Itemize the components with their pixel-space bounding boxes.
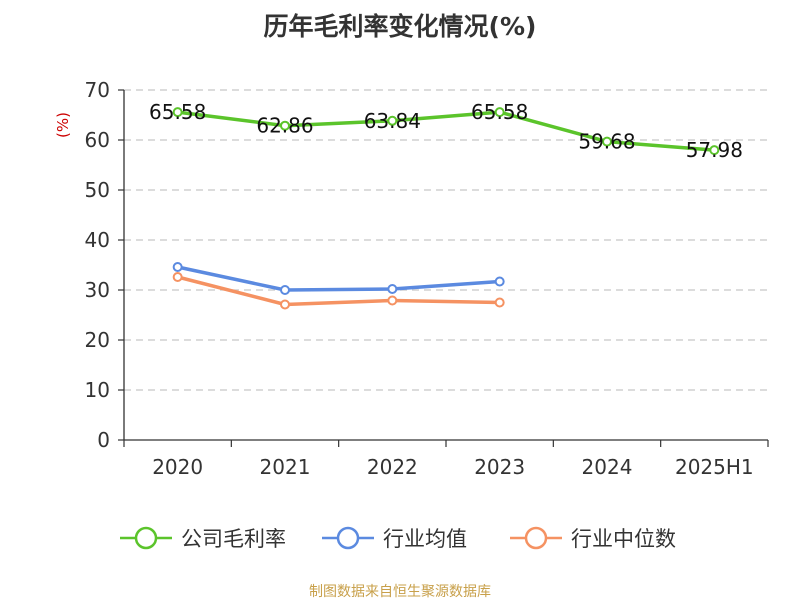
- legend-label: 行业均值: [383, 527, 467, 551]
- legend-item-1[interactable]: 公司毛利率: [120, 526, 286, 551]
- data-point-marker: [172, 272, 183, 282]
- y-tick-label: 20: [85, 328, 110, 352]
- x-tick-label: 2020: [152, 455, 203, 479]
- data-label: 62.86: [256, 114, 313, 138]
- data-label: 65.58: [149, 100, 206, 124]
- data-point-marker: [387, 115, 398, 126]
- y-tick-label: 70: [85, 78, 110, 102]
- axes: 0 10 20 30 40 50 60 70 2020 2021 2022 2023 2024 2025H…: [85, 78, 769, 479]
- legend-marker: [524, 526, 548, 550]
- series-line-2: [175, 265, 502, 292]
- x-tick-label: 2023: [474, 455, 525, 479]
- chart-title: 历年毛利率变化情况(%): [264, 12, 537, 41]
- data-point-marker: [280, 299, 290, 310]
- data-label: 65.58: [471, 100, 528, 124]
- x-tick-label: 2025H1: [675, 455, 754, 479]
- y-axis-unit-label: (%): [54, 112, 72, 138]
- y-tick-label: 60: [85, 128, 110, 152]
- data-point-marker: [387, 284, 398, 294]
- y-tick-label: 40: [85, 228, 110, 252]
- data-point-marker: [280, 285, 290, 295]
- legend-item-2[interactable]: 行业均值: [322, 526, 467, 551]
- y-tick-label: 10: [85, 378, 110, 402]
- x-tick-label: 2021: [260, 455, 311, 479]
- data-point-marker: [172, 262, 183, 272]
- series-line-1: [175, 110, 717, 152]
- data-point-marker: [280, 120, 290, 131]
- data-label: 63.84: [364, 109, 421, 133]
- data-point-marker: [709, 145, 720, 156]
- legend-label: 公司毛利率: [181, 527, 286, 551]
- x-tick-label: 2024: [582, 455, 633, 479]
- data-point-marker: [494, 297, 505, 308]
- y-tick-label: 0: [97, 428, 110, 452]
- data-point-marker: [494, 276, 505, 287]
- grid-lines: [124, 89, 768, 391]
- series-line-3: [175, 275, 502, 307]
- data-label: 59.68: [578, 130, 635, 154]
- data-point-marker: [387, 295, 398, 306]
- data-label: 57.98: [686, 138, 743, 162]
- data-point-marker: [172, 107, 183, 118]
- data-labels: 65.58 62.86 63.84 65.58 59.68 57.98: [149, 100, 743, 162]
- x-tick-label: 2022: [367, 455, 418, 479]
- data-point-marker: [494, 107, 505, 118]
- y-tick-label: 50: [85, 178, 110, 202]
- legend[interactable]: 公司毛利率 行业均值 行业中位数: [120, 526, 676, 551]
- legend-label: 行业中位数: [571, 527, 676, 551]
- y-tick-label: 30: [85, 278, 110, 302]
- legend-item-3[interactable]: 行业中位数: [510, 526, 676, 551]
- source-note: 制图数据来自恒生聚源数据库: [309, 584, 491, 600]
- data-point-marker: [602, 136, 612, 147]
- legend-marker: [336, 526, 360, 550]
- series-lines: [172, 107, 720, 310]
- legend-marker: [134, 526, 158, 550]
